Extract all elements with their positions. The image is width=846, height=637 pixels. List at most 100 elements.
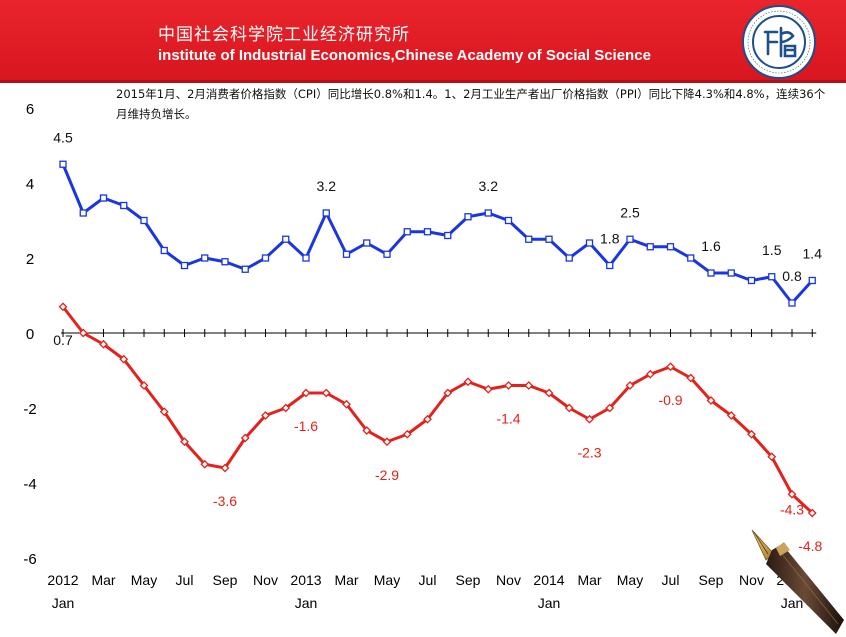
- cpi-point: [241, 265, 249, 273]
- cpi-point: [484, 209, 492, 217]
- ppi-series-line: [61, 305, 814, 515]
- cpi-point: [302, 254, 310, 262]
- cpi-data-label: 2.5: [620, 204, 640, 220]
- header-divider: [0, 80, 846, 83]
- x-year-label: Jan: [295, 595, 318, 611]
- cpi-point: [565, 254, 573, 262]
- y-tick-label: 2: [26, 251, 34, 268]
- cpi-point: [403, 228, 411, 236]
- x-tick-label: Sep: [456, 572, 481, 588]
- x-year-label: Jan: [52, 595, 75, 611]
- ppi-point: [382, 437, 392, 447]
- cpi-point: [646, 243, 654, 251]
- x-tick-label: Nov: [739, 572, 764, 588]
- cpi-point: [687, 254, 695, 262]
- cpi-data-label: 0.8: [782, 268, 802, 284]
- cpi-data-label: 3.2: [317, 178, 337, 194]
- x-tick-label: May: [131, 572, 157, 588]
- x-tick-label: Mar: [334, 572, 358, 588]
- cpi-point: [363, 239, 371, 247]
- institute-seal-logo: [742, 5, 816, 79]
- cpi-point: [464, 213, 472, 221]
- x-tick-label: Jul: [662, 572, 680, 588]
- cpi-point: [707, 269, 715, 277]
- ppi-data-label: -1.6: [294, 418, 318, 434]
- ppi-point: [240, 433, 250, 443]
- ppi-point: [645, 369, 655, 379]
- cpi-point: [99, 194, 108, 202]
- ppi-data-label: 0.7: [53, 332, 73, 348]
- cpi-data-label: 4.5: [53, 129, 73, 145]
- cpi-data-label: 1.4: [803, 246, 823, 262]
- ppi-point: [99, 339, 108, 349]
- header-banner: [0, 0, 846, 80]
- ppi-data-label: -1.4: [496, 411, 520, 427]
- ppi-point: [544, 388, 554, 398]
- y-tick-label: 0: [26, 326, 34, 343]
- cpi-point: [585, 239, 594, 247]
- ppi-data-label: -4.8: [798, 538, 822, 554]
- cpi-point: [322, 209, 330, 217]
- cpi-point: [201, 254, 209, 262]
- cpi-point: [342, 250, 351, 258]
- cpi-point: [79, 209, 87, 217]
- cpi-point: [788, 299, 796, 307]
- cpi-data-label: 1.6: [701, 238, 721, 254]
- cpi-point: [160, 246, 168, 255]
- cpi-point: [606, 261, 614, 270]
- ppi-point: [443, 388, 453, 398]
- ppi-point: [686, 373, 696, 383]
- ppi-point: [362, 426, 372, 435]
- ppi-point: [726, 411, 736, 420]
- cpi-point: [423, 228, 432, 236]
- x-tick-label: May: [374, 572, 400, 588]
- ppi-point: [321, 388, 331, 398]
- x-tick-label: 2013: [290, 572, 321, 588]
- chart-annotation: 2015年1月、2月消费者价格指数（CPI）同比增长0.8%和1.4。1、2月工…: [116, 87, 826, 121]
- cpi-point: [768, 273, 776, 281]
- ppi-point: [807, 508, 817, 518]
- cpi-point: [221, 258, 229, 266]
- x-tick-label: Mar: [91, 572, 115, 588]
- ppi-point: [585, 414, 594, 424]
- y-tick-label: 4: [26, 176, 34, 193]
- ppi-data-label: -3.6: [213, 493, 237, 509]
- y-tick-label: -4: [23, 476, 36, 493]
- ppi-point: [261, 411, 270, 420]
- cpi-point: [59, 160, 67, 168]
- ppi-point: [504, 381, 513, 390]
- cpi-point: [444, 231, 452, 240]
- x-tick-label: Jul: [176, 572, 194, 588]
- x-tick-label: 2014: [533, 572, 564, 588]
- cpi-point: [140, 216, 148, 225]
- header-title-chinese: 中国社会科学院工业经济研究所: [158, 25, 410, 45]
- x-year-label: Jan: [538, 595, 561, 611]
- x-tick-label: 2012: [47, 572, 78, 588]
- ppi-point: [301, 388, 311, 398]
- ppi-point: [159, 407, 169, 417]
- ppi-data-label: -0.9: [658, 392, 682, 408]
- cpi-point: [261, 254, 270, 262]
- cpi-point: [626, 235, 634, 243]
- cpi-point: [383, 250, 391, 258]
- ppi-point: [605, 403, 615, 413]
- x-tick-label: Sep: [213, 572, 238, 588]
- ppi-data-label: -4.3: [780, 501, 804, 517]
- ppi-point: [787, 489, 797, 499]
- cpi-point: [666, 243, 675, 251]
- x-tick-label: Mar: [577, 572, 601, 588]
- ppi-point: [564, 403, 574, 413]
- ppi-point: [402, 429, 412, 439]
- cpi-data-label: 1.8: [600, 231, 620, 247]
- cpi-point: [525, 235, 533, 243]
- ppi-point: [119, 354, 129, 364]
- ppi-point: [524, 381, 534, 390]
- cpi-data-label: 1.5: [762, 242, 782, 258]
- ppi-point: [200, 459, 210, 469]
- ppi-data-label: -2.3: [577, 444, 601, 460]
- ppi-point: [463, 377, 473, 387]
- y-tick-label: 6: [26, 101, 34, 118]
- y-tick-label: -2: [23, 401, 36, 418]
- ppi-point: [706, 396, 716, 405]
